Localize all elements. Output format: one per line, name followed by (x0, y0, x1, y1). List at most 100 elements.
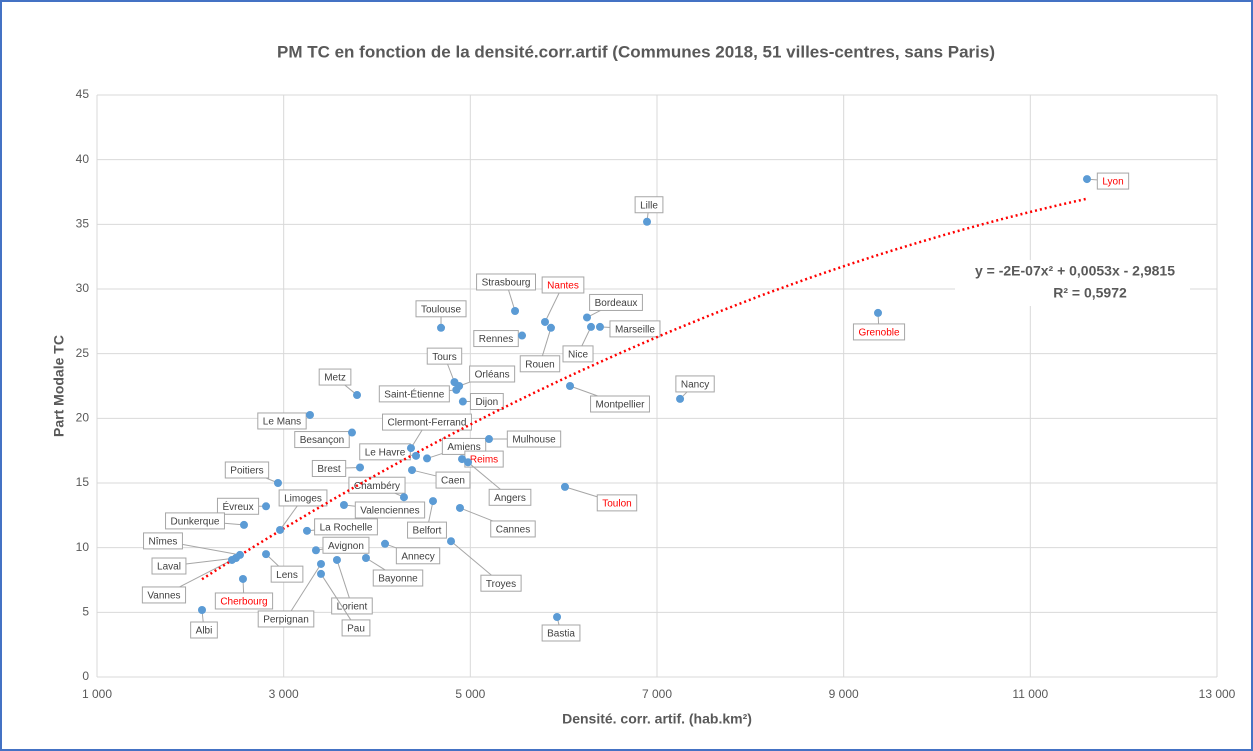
point (452, 385, 461, 394)
point (518, 331, 527, 340)
label-box (590, 395, 650, 413)
point (311, 546, 320, 555)
point-label: Metz (324, 373, 346, 384)
label-box (318, 368, 352, 386)
point (406, 444, 415, 453)
point (262, 502, 271, 511)
label-box (541, 624, 581, 642)
point (676, 394, 685, 403)
point (356, 463, 365, 472)
trend-equation: y = -2E-07x² + 0,0053x - 2,9815 (975, 263, 1175, 279)
point (643, 217, 652, 226)
label-box (1096, 172, 1130, 190)
label-box (473, 330, 519, 348)
point-label: Lorient (337, 602, 368, 613)
point (587, 322, 596, 331)
point (262, 550, 271, 559)
label-box (562, 345, 594, 363)
point-label: Lens (276, 570, 298, 581)
point-label: Cannes (496, 525, 530, 536)
x-tick-label: 5 000 (455, 687, 485, 701)
label-box (415, 300, 467, 318)
point (553, 612, 562, 621)
label-box (294, 431, 350, 449)
label-box (151, 557, 187, 575)
point (198, 606, 206, 615)
point-label: Amiens (447, 442, 480, 453)
x-tick-label: 7 000 (642, 687, 672, 701)
label-box (469, 393, 504, 411)
point (276, 525, 285, 534)
label-box (382, 413, 472, 431)
label-box (589, 293, 643, 311)
point (464, 458, 472, 467)
label-box (331, 597, 373, 615)
label-box (480, 574, 522, 592)
point (566, 382, 575, 390)
y-tick-label: 10 (76, 540, 90, 554)
point-label: Valenciennes (360, 506, 419, 517)
point-label: Laval (157, 562, 181, 573)
point (874, 308, 883, 317)
point-label: Poitiers (230, 466, 263, 477)
x-tick-label: 1 000 (82, 687, 112, 701)
label-box (488, 488, 532, 506)
point (353, 391, 362, 400)
label-box (348, 476, 406, 494)
label-box (322, 536, 370, 554)
point (227, 555, 236, 564)
label-box (314, 518, 378, 536)
point-label: Dijon (475, 397, 498, 408)
label-box (278, 489, 328, 507)
label-box (506, 430, 562, 448)
point (1082, 175, 1091, 184)
point (240, 520, 248, 529)
point-label: Bayonne (378, 574, 418, 585)
point-label: Belfort (413, 526, 442, 537)
point-label: Le Havre (365, 447, 406, 458)
point-label: Nantes (547, 281, 579, 292)
point-label: Lille (640, 200, 658, 211)
point-label: Angers (494, 493, 526, 504)
label-box (519, 355, 561, 373)
point-label: Montpellier (596, 400, 646, 411)
label-box (852, 323, 906, 341)
equation-box (955, 260, 1190, 306)
point (408, 466, 416, 475)
point (583, 313, 591, 322)
label-box (224, 461, 270, 479)
label-box (476, 273, 537, 291)
x-tick-label: 11 000 (1012, 687, 1048, 701)
point-label: Saint-Étienne (384, 388, 444, 401)
point-label: Lyon (1102, 177, 1123, 188)
point-label: Brest (317, 464, 341, 475)
point-label: Albi (196, 626, 213, 637)
point (458, 455, 467, 464)
label-box (407, 521, 447, 539)
point-label: Rouen (525, 359, 554, 370)
x-tick-label: 13 000 (1199, 687, 1236, 701)
point (317, 559, 325, 568)
label-box (270, 565, 304, 583)
point (560, 482, 569, 491)
point-label: Orléans (475, 370, 510, 381)
x-tick-label: 3 000 (269, 687, 299, 701)
point (305, 410, 314, 419)
y-tick-label: 30 (76, 281, 90, 295)
point (273, 479, 282, 487)
y-tick-label: 0 (82, 669, 89, 683)
point (429, 497, 437, 506)
label-box (675, 375, 715, 393)
y-axis-title: Part Modale TC (51, 335, 67, 437)
label-box (378, 385, 450, 403)
point-label: Cherbourg (220, 597, 267, 608)
trend-r2: R² = 0,5972 (1053, 285, 1127, 301)
y-tick-label: 40 (76, 152, 90, 166)
point (361, 554, 370, 563)
y-tick-label: 25 (76, 346, 90, 360)
leader-line (285, 563, 322, 620)
point (339, 500, 348, 509)
y-tick-label: 5 (82, 605, 89, 619)
label-box (441, 437, 487, 455)
point (332, 555, 341, 564)
